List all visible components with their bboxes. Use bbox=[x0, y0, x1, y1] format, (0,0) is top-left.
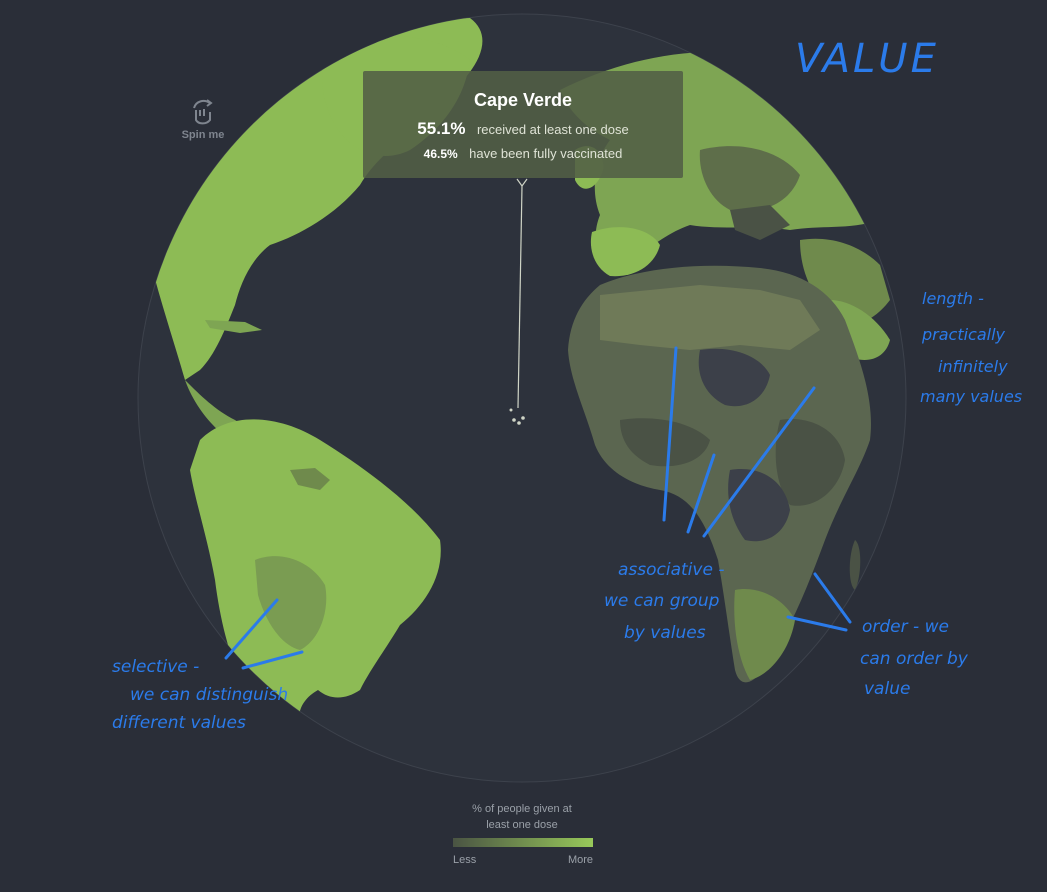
tooltip-background bbox=[363, 71, 683, 178]
tooltip-full-pct: 46.5% bbox=[424, 147, 458, 161]
land-eastern-europe bbox=[699, 146, 800, 212]
land-west-africa bbox=[620, 418, 710, 467]
land-caribbean bbox=[205, 320, 262, 333]
legend-gradient-bar bbox=[453, 838, 593, 847]
cape-verde-islands[interactable] bbox=[509, 408, 525, 425]
annotation-selective-line-1: selective - bbox=[112, 657, 199, 677]
tooltip-pointer-icon bbox=[516, 178, 528, 188]
annotation-selective-strokes bbox=[224, 598, 304, 670]
annotation-associative-line-2: we can group bbox=[604, 591, 720, 611]
land-east-africa bbox=[775, 419, 845, 506]
annotation-selective-line-2: we can distinguish bbox=[130, 685, 288, 705]
land-south-america-interior bbox=[255, 556, 327, 650]
annotation-order-strokes bbox=[786, 572, 852, 632]
tooltip-dose-pct: 55.1% bbox=[417, 119, 465, 138]
spin-label: Spin me bbox=[182, 129, 225, 141]
annotation-length-line-4: many values bbox=[920, 387, 1022, 406]
land-iberia bbox=[590, 227, 660, 277]
legend: % of people given at least one dose Less… bbox=[453, 803, 593, 866]
legend-title-line-1: % of people given at bbox=[472, 803, 572, 815]
legend-min-label: Less bbox=[453, 854, 477, 866]
tooltip-full-label: have been fully vaccinated bbox=[469, 146, 622, 161]
annotation-selective-line-3: different values bbox=[112, 713, 246, 733]
land-africa bbox=[568, 265, 871, 683]
land-guianas bbox=[290, 468, 330, 490]
annotation-heading: VALUE bbox=[795, 36, 939, 82]
annotation-order-line-2: can order by bbox=[860, 649, 969, 669]
hand-rotate-icon bbox=[193, 99, 213, 125]
spin-control[interactable]: Spin me bbox=[182, 99, 225, 141]
tooltip-leader-line bbox=[517, 185, 523, 409]
land-sahel-north-africa bbox=[600, 285, 820, 350]
land-central-africa-low bbox=[698, 348, 770, 407]
land-madagascar bbox=[849, 540, 861, 590]
land-balkans bbox=[730, 205, 790, 240]
annotation-length-line-1: length - bbox=[922, 289, 984, 308]
tooltip-country-name: Cape Verde bbox=[474, 90, 572, 110]
land-congo bbox=[728, 469, 790, 542]
tooltip-full-row: 46.5% have been fully vaccinated bbox=[424, 145, 623, 162]
legend-max-label: More bbox=[568, 854, 593, 866]
country-tooltip: Cape Verde 55.1% received at least one d… bbox=[363, 71, 683, 178]
tooltip-dose-row: 55.1% received at least one dose bbox=[417, 119, 628, 138]
land-southern-africa bbox=[734, 589, 795, 680]
annotation-length-line-3: infinitely bbox=[938, 357, 1008, 376]
annotation-order-line-3: value bbox=[864, 679, 910, 699]
annotation-associative-line-3: by values bbox=[624, 623, 706, 643]
annotation-associative-strokes bbox=[662, 346, 816, 538]
annotation-order-line-1: order - we bbox=[862, 617, 949, 637]
tooltip-dose-label: received at least one dose bbox=[477, 122, 629, 137]
legend-title-line-2: least one dose bbox=[486, 819, 558, 831]
annotations: VALUE length - practically infinitely ma… bbox=[112, 36, 1022, 733]
annotation-associative-line-1: associative - bbox=[618, 560, 724, 580]
annotation-length-line-2: practically bbox=[921, 325, 1006, 344]
